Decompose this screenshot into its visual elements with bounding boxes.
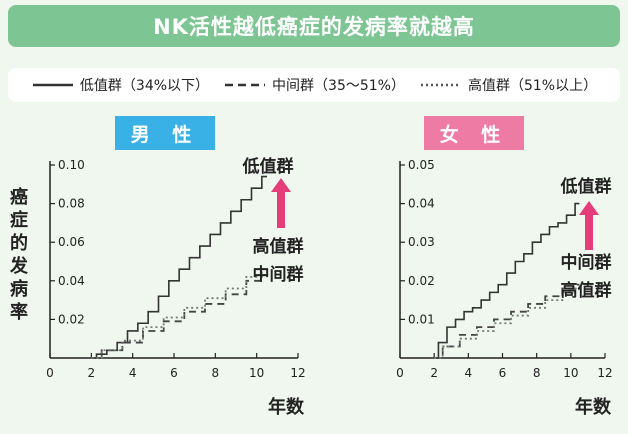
legend-label-mid: 中间群（35～51%）	[272, 78, 405, 94]
x-tick-label: 12	[290, 366, 305, 380]
legend-label-low: 低值群（34%以下）	[79, 78, 210, 94]
x-tick-label: 4	[465, 366, 473, 380]
ylabel-char: 病	[10, 279, 28, 300]
y-axis-label: 癌 症 的 发 病 率	[8, 186, 30, 324]
x-tick-label: 2	[88, 366, 96, 380]
y-tick-label: 0.03	[408, 235, 435, 249]
series-line-dotted	[91, 268, 267, 359]
y-tick-label: 0.01	[408, 312, 435, 326]
panel-label-female: 女 性	[424, 116, 524, 150]
annotation-mid1: 高值群	[253, 236, 304, 257]
x-axis-label: 年数	[268, 396, 305, 418]
x-tick-label: 6	[170, 366, 178, 380]
arrow-up-icon-shaft	[277, 190, 285, 228]
series-line-dotted	[434, 287, 580, 359]
x-tick-label: 8	[212, 366, 220, 380]
x-axis-label: 年数	[575, 396, 612, 418]
annotation-mid2: 中间群	[253, 264, 304, 285]
legend-dotted-line-icon	[420, 83, 461, 87]
arrow-up-icon	[271, 178, 291, 192]
arrow-up-icon-shaft	[585, 213, 593, 250]
y-tick-label: 0.06	[58, 235, 85, 249]
ylabel-char: 癌	[10, 187, 28, 208]
ylabel-char: 发	[10, 256, 28, 277]
ylabel-char: 症	[10, 210, 28, 231]
legend-item-mid: 中间群（35～51%）	[223, 75, 405, 95]
series-line-solid	[91, 175, 267, 359]
legend-item-low: 低值群（34%以下）	[31, 75, 209, 95]
legend-dashed-line-icon	[225, 83, 266, 87]
ylabel-char: 的	[10, 233, 28, 254]
x-tick-label: 0	[396, 366, 404, 380]
y-tick-label: 0.08	[58, 197, 85, 211]
y-tick-label: 0.04	[408, 197, 435, 211]
series-line-solid	[434, 202, 580, 359]
annotation-mid2: 高值群	[561, 280, 612, 301]
x-tick-label: 2	[430, 366, 438, 380]
series-line-dashed	[91, 274, 267, 359]
annotation-mid1: 中间群	[561, 252, 612, 273]
y-tick-label: 0.04	[58, 274, 85, 288]
x-tick-label: 0	[46, 366, 54, 380]
x-tick-label: 12	[597, 366, 612, 380]
legend-solid-line-icon	[32, 83, 73, 87]
x-tick-label: 8	[533, 366, 541, 380]
panel-label-male: 男 性	[115, 116, 215, 150]
y-tick-label: 0.02	[408, 274, 435, 288]
y-tick-label: 0.05	[408, 158, 435, 172]
y-tick-label: 0.10	[58, 158, 85, 172]
legend-label-high: 高值群（51%以上）	[467, 78, 598, 94]
ylabel-char: 率	[10, 302, 28, 323]
arrow-up-icon	[579, 201, 599, 215]
x-tick-label: 6	[499, 366, 507, 380]
chart-title: NK活性越低癌症的发病率就越高	[8, 5, 620, 47]
legend: 低值群（34%以下） 中间群（35～51%） 高值群（51%以上）	[8, 68, 620, 102]
y-tick-label: 0.02	[58, 312, 85, 326]
x-tick-label: 4	[129, 366, 137, 380]
x-tick-label: 10	[249, 366, 264, 380]
x-tick-label: 10	[563, 366, 578, 380]
annotation-top: 低值群	[242, 156, 294, 177]
legend-item-high: 高值群（51%以上）	[419, 75, 597, 95]
annotation-top: 低值群	[560, 176, 612, 197]
series-line-dashed	[434, 283, 580, 359]
